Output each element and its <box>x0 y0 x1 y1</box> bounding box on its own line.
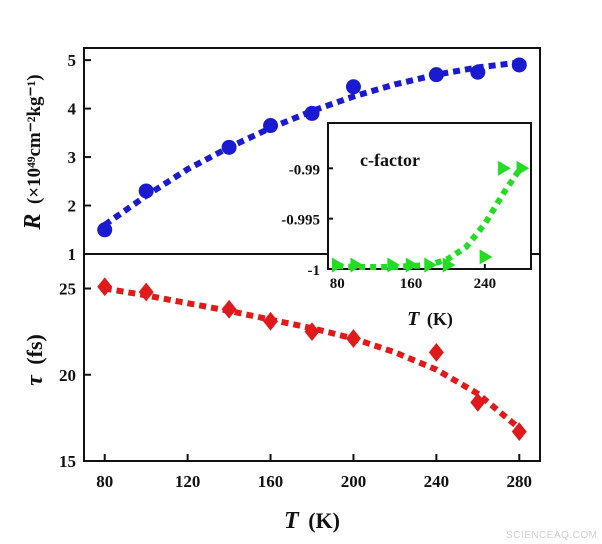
inset-background <box>327 122 532 270</box>
inset-plot-area: -1 -0.995 -0.99 80 160 240 <box>281 160 530 292</box>
top-y-tick-label: 4 <box>68 100 77 119</box>
bottom-y-tick-label: 15 <box>59 452 76 471</box>
inset-data-point <box>498 160 511 176</box>
svg-text:τ (fs): τ (fs) <box>22 334 48 386</box>
bottom-x-tick-label: 120 <box>175 472 201 491</box>
inset-x-axis-symbol: T <box>407 308 420 330</box>
inset-y-tick-label: -0.99 <box>289 162 320 178</box>
top-y-axis-unit: (×10⁴⁹cm⁻²kg⁻¹) <box>24 74 45 204</box>
inset-x-tick-label: 80 <box>330 276 345 292</box>
bottom-x-axis-unit: (K) <box>308 508 340 533</box>
top-y-tick-label: 3 <box>68 148 77 167</box>
inset-x-axis-label: T (K) <box>407 308 453 330</box>
top-data-point <box>345 79 361 95</box>
bottom-y-axis-label: τ (fs) <box>22 334 48 386</box>
bottom-x-axis-symbol: T <box>284 508 300 534</box>
bottom-data-point <box>511 422 527 442</box>
top-plot-area: 1 2 3 4 5 <box>68 51 527 264</box>
top-y-axis-label: R (×10⁴⁹cm⁻²kg⁻¹) <box>20 74 46 230</box>
inset-fit-line <box>337 164 525 270</box>
inset-x-tick-label: 240 <box>474 276 497 292</box>
bottom-data-point <box>470 392 486 412</box>
bottom-data-point <box>428 342 444 362</box>
bottom-x-tick-label: 280 <box>507 472 533 491</box>
bottom-x-tick-label: 80 <box>96 472 113 491</box>
bottom-y-axis-unit: (fs) <box>22 334 47 365</box>
inset-x-tick-label: 160 <box>400 276 423 292</box>
top-y-axis-symbol: R <box>20 214 46 231</box>
inset-data-point <box>442 257 456 273</box>
inset-title: c-factor <box>360 150 420 170</box>
svg-text:R (×10⁴⁹cm⁻²kg⁻¹): R (×10⁴⁹cm⁻²kg⁻¹) <box>20 74 46 230</box>
bottom-x-tick-label: 200 <box>341 472 367 491</box>
bottom-x-tick-label: 160 <box>258 472 284 491</box>
bottom-y-tick-label: 20 <box>59 366 76 385</box>
top-y-tick-label: 1 <box>68 245 77 264</box>
top-data-point <box>97 222 113 238</box>
inset-y-tick-label: -1 <box>308 263 321 279</box>
top-y-tick-label: 5 <box>68 51 77 70</box>
inset-data-point <box>479 249 493 265</box>
bottom-y-tick-label: 25 <box>59 280 76 299</box>
bottom-panel-frame <box>83 253 541 462</box>
top-y-tick-label: 2 <box>68 197 77 216</box>
bottom-y-axis-symbol: τ <box>22 374 48 386</box>
bottom-fit-line <box>104 285 522 431</box>
bottom-x-axis-label: T (K) <box>284 508 340 534</box>
inset-x-axis-unit: (K) <box>427 309 453 330</box>
bottom-plot-area: 15 20 25 80 120 160 200 240 280 <box>59 277 532 491</box>
bottom-x-tick-label: 240 <box>424 472 450 491</box>
inset-y-tick-label: -0.995 <box>281 213 320 229</box>
watermark: SCIENCEAQ.COM <box>506 530 598 541</box>
